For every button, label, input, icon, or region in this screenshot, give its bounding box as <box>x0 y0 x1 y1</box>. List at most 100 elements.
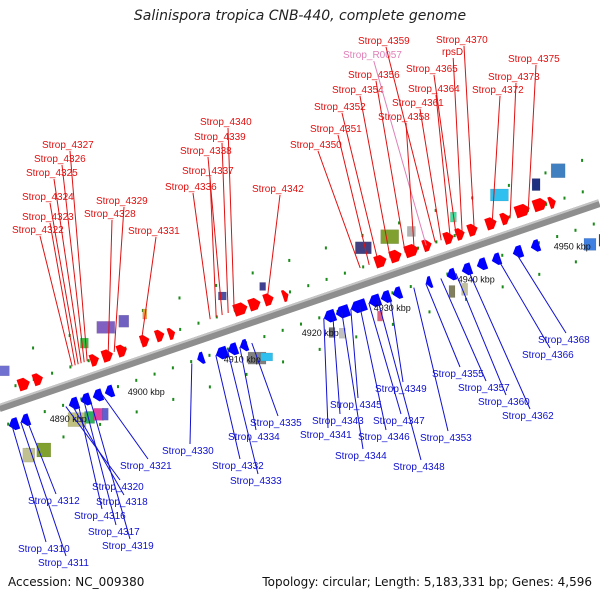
forward-tick <box>69 365 72 369</box>
forward-tick <box>307 284 310 288</box>
reverse-gene-arrow <box>80 392 93 406</box>
forward-gene-arrow <box>484 217 497 231</box>
gene-label-forward: Strop_4370 <box>436 35 488 46</box>
gene-label-reverse: Strop_4341 <box>300 430 352 441</box>
gene-label-forward: Strop_4340 <box>200 117 252 128</box>
gene-label-forward: Strop_4328 <box>84 209 136 220</box>
label-leader-line <box>49 222 76 366</box>
forward-gene-arrow <box>262 293 274 307</box>
forward-gene-arrow <box>31 373 43 387</box>
reverse-gene-arrow <box>197 351 206 364</box>
scale-label: 4950 kbp <box>554 242 591 252</box>
forward-gene-arrow <box>153 329 165 343</box>
forward-gene-arrow <box>388 249 402 264</box>
forward-tick <box>288 290 291 294</box>
reverse-tick <box>263 335 266 339</box>
label-leader-line <box>83 400 117 526</box>
label-leader-line <box>463 45 475 229</box>
forward-gene-arrow <box>499 212 510 226</box>
label-leader-line <box>20 421 67 557</box>
feature-box <box>218 291 227 301</box>
gene-label-forward: Strop_4351 <box>310 124 362 135</box>
label-leader-line <box>323 318 329 429</box>
label-leader-line <box>413 287 449 432</box>
gene-label-reverse: Strop_4347 <box>373 416 425 427</box>
forward-tick-outer <box>178 296 181 300</box>
feature-box <box>583 238 597 251</box>
forward-gene-arrow <box>16 377 30 392</box>
reverse-tick <box>190 360 193 364</box>
feature-box <box>96 321 116 334</box>
feature-box <box>80 337 89 349</box>
forward-gene-arrow <box>247 297 261 312</box>
label-leader-line <box>77 402 103 510</box>
label-leader-line <box>359 95 391 258</box>
forward-gene-arrow <box>88 354 100 367</box>
gene-label-reverse: Strop_4334 <box>228 432 280 443</box>
gene-label-reverse: Strop_4343 <box>312 416 364 427</box>
label-leader-line <box>61 164 85 363</box>
label-leader-line <box>49 202 79 365</box>
feature-box <box>0 365 10 377</box>
gene-label-reverse: Strop_4345 <box>330 400 382 411</box>
forward-gene-arrow <box>280 290 289 303</box>
label-leader-line <box>113 206 125 353</box>
accession-text: Accession: NC_009380 <box>8 575 145 589</box>
label-leader-line <box>221 142 229 314</box>
gene-label-forward: Strop_4356 <box>348 70 400 81</box>
label-leader-line <box>419 108 442 241</box>
gene-label-forward: Strop_4327 <box>42 140 94 151</box>
feature-box <box>260 352 273 362</box>
reverse-tick <box>391 291 394 295</box>
gene-label-forward: Strop_4323 <box>22 212 74 223</box>
gene-label-forward: Strop_4331 <box>128 226 180 237</box>
gene-label-reverse: Strop_4332 <box>212 461 264 472</box>
forward-gene-arrow <box>403 243 419 259</box>
reverse-tick-outer <box>208 385 211 389</box>
label-leader-line <box>207 156 223 316</box>
reverse-tick <box>7 422 10 426</box>
gene-label-reverse: Strop_4349 <box>375 384 427 395</box>
reverse-tick-outer <box>172 397 175 401</box>
gene-label-reverse: Strop_4368 <box>538 335 590 346</box>
forward-tick-outer <box>544 171 547 175</box>
forward-gene-arrow <box>115 344 127 358</box>
gene-label-forward: rpsD <box>442 47 463 58</box>
reverse-tick-outer <box>135 410 138 414</box>
reverse-tick <box>537 241 540 245</box>
reverse-tick <box>43 410 46 414</box>
label-leader-line <box>266 194 281 300</box>
gene-label-forward: Strop_4365 <box>406 64 458 75</box>
label-leader-line <box>491 95 501 223</box>
reverse-tick-outer <box>501 285 504 289</box>
label-leader-line <box>209 176 217 318</box>
label-leader-line <box>227 127 235 311</box>
forward-tick <box>545 202 548 206</box>
forward-tick <box>14 384 17 388</box>
label-leader-line <box>509 82 517 217</box>
gene-label-reverse: Strop_4318 <box>96 497 148 508</box>
reverse-gene-arrow <box>350 298 368 314</box>
reverse-tick <box>556 235 559 239</box>
reverse-tick <box>299 322 302 326</box>
reverse-tick <box>592 222 595 226</box>
reverse-gene-arrow <box>380 289 393 303</box>
gene-label-forward: Strop_R0057 <box>343 50 402 61</box>
reverse-tick <box>409 285 412 289</box>
gene-label-reverse: Strop_4346 <box>358 432 410 443</box>
gene-label-forward: Strop_4329 <box>96 196 148 207</box>
label-leader-line <box>527 64 537 211</box>
gene-label-forward: Strop_4326 <box>34 154 86 165</box>
reverse-gene-arrow <box>446 267 458 281</box>
reverse-tick-outer <box>99 422 102 426</box>
reverse-gene-arrow <box>476 257 489 271</box>
reverse-tick <box>80 397 83 401</box>
forward-tick-outer <box>251 271 254 275</box>
gene-label-reverse: Strop_4344 <box>335 451 387 462</box>
gene-label-forward: Strop_4352 <box>314 102 366 113</box>
label-leader-line <box>53 178 82 364</box>
forward-tick <box>215 315 218 319</box>
reverse-tick <box>501 253 504 257</box>
scale-label: 4930 kbp <box>374 303 411 313</box>
